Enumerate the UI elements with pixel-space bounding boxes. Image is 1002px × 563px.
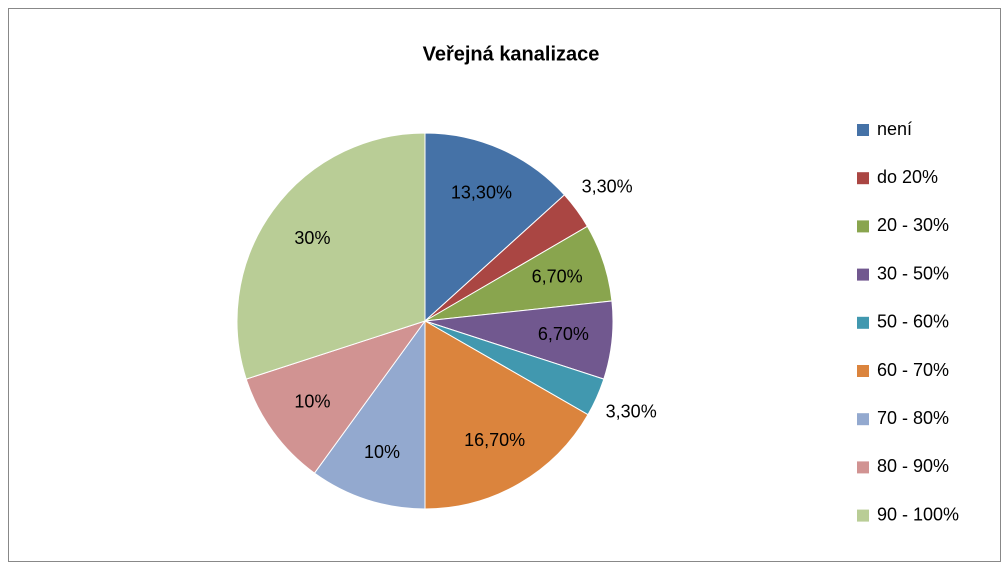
chart-title: Veřejná kanalizace [423, 43, 600, 65]
legend-label: 60 - 70% [877, 360, 949, 380]
legend-swatch [857, 172, 869, 185]
legend-swatch [857, 124, 869, 136]
legend-label: do 20% [877, 167, 938, 187]
legend-label: 30 - 50% [877, 263, 949, 283]
data-label: 10% [294, 392, 330, 412]
legend-swatch [857, 316, 869, 329]
data-label: 30% [294, 228, 330, 248]
legend-label: 80 - 90% [877, 456, 949, 476]
pie-slice [424, 132, 566, 323]
legend-label: 90 - 100% [877, 504, 959, 524]
legend-swatch [857, 461, 869, 474]
data-label: 6,70% [532, 266, 583, 286]
legend-swatch [857, 365, 869, 377]
pie-slice [245, 320, 427, 474]
data-label: 6,70% [538, 324, 589, 344]
legend-swatch [857, 509, 869, 522]
legend-swatch [857, 413, 869, 426]
pie-slice [313, 319, 426, 510]
legend-label: 20 - 30% [877, 215, 949, 235]
data-label: 3,30% [606, 401, 657, 421]
pie-slice [424, 320, 589, 510]
legend-label: 50 - 60% [877, 312, 949, 332]
legend-label: není [877, 119, 912, 139]
legend-label: 70 - 80% [877, 408, 949, 428]
data-label: 10% [364, 442, 400, 462]
pie-slice [236, 132, 426, 380]
data-label: 3,30% [582, 177, 633, 197]
legend-swatch [857, 220, 869, 233]
legend-swatch [857, 268, 869, 281]
data-label: 13,30% [451, 183, 512, 203]
data-label: 16,70% [464, 430, 525, 450]
